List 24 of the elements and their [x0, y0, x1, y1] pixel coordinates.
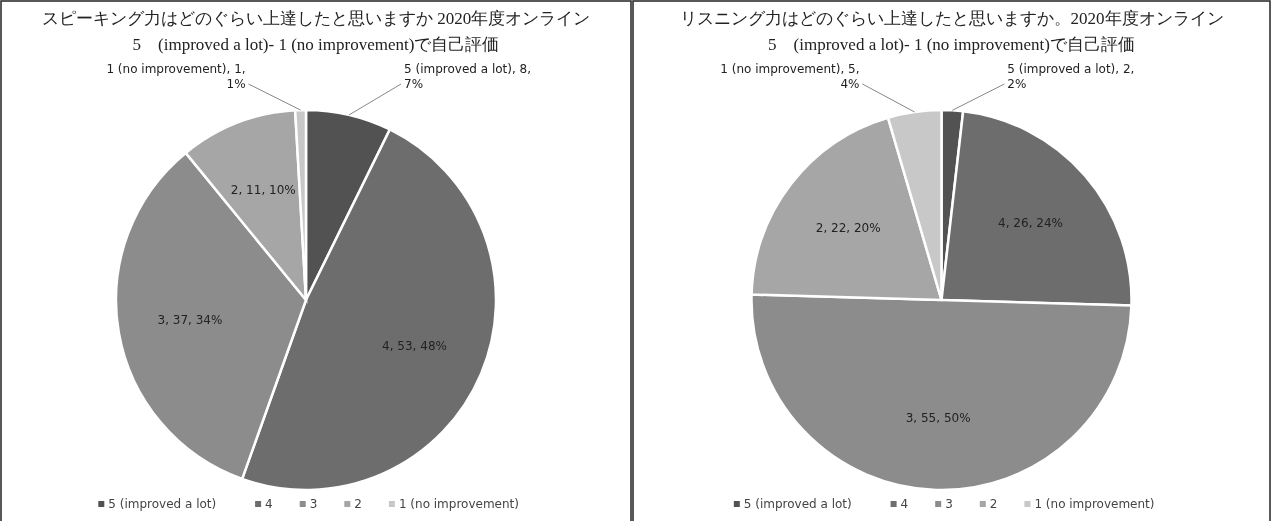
chart-title: スピーキング力はどのぐらい上達したと思いますか 2020年度オンライン: [41, 9, 591, 28]
legend-label: 1 (no improvement): [1034, 497, 1155, 511]
legend-label: 1 (no improvement): [398, 497, 519, 511]
data-label: 4, 53, 48%: [382, 338, 447, 353]
legend-label: 2: [354, 497, 362, 511]
data-label: 2, 11, 10%: [230, 183, 296, 198]
legend-label: 4: [900, 497, 909, 511]
chart-subtitle: 5 (improved a lot)- 1 (no improvement)で自己評価: [132, 35, 500, 54]
chart-subtitle: 5 (improved a lot)- 1 (no improvement)で自己評価: [768, 35, 1135, 54]
data-label: 5 (improved a lot), 2, 2%: [1007, 62, 1135, 91]
data-label: 1 (no improvement), 5, 4%: [720, 62, 860, 91]
data-label: 3, 37, 34%: [157, 313, 223, 328]
legend-label: 3: [309, 497, 318, 511]
data-label: 5 (improved a lot), 8, 7%: [404, 62, 532, 91]
legend-label: 4: [265, 497, 273, 511]
data-label: 4, 26, 24%: [998, 215, 1063, 230]
legend-label: 5 (improved a lot): [108, 497, 217, 511]
data-label: 1 (no improvement), 1, 1%: [106, 62, 246, 91]
legend-label: 5 (improved a lot): [743, 497, 852, 511]
legend-label: 2: [989, 497, 998, 511]
data-label: 3, 55, 50%: [905, 410, 971, 425]
chart-title: リスニング力はどのぐらい上達したと思いますか。2020年度オンライン: [679, 9, 1224, 28]
legend-label: 3: [945, 497, 953, 511]
data-label: 2, 22, 20%: [815, 221, 881, 236]
